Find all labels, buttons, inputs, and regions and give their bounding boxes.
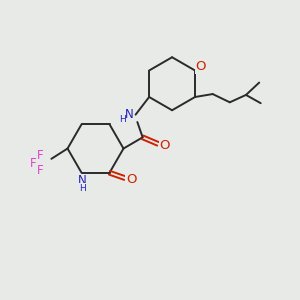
Text: F: F [37, 164, 44, 177]
Text: F: F [37, 149, 44, 162]
Text: H: H [79, 184, 86, 193]
Text: N: N [125, 108, 134, 121]
Text: N: N [78, 175, 87, 188]
Text: O: O [196, 61, 206, 74]
Text: O: O [126, 173, 136, 186]
Text: H: H [119, 115, 125, 124]
Text: F: F [30, 157, 36, 170]
Text: O: O [159, 139, 170, 152]
